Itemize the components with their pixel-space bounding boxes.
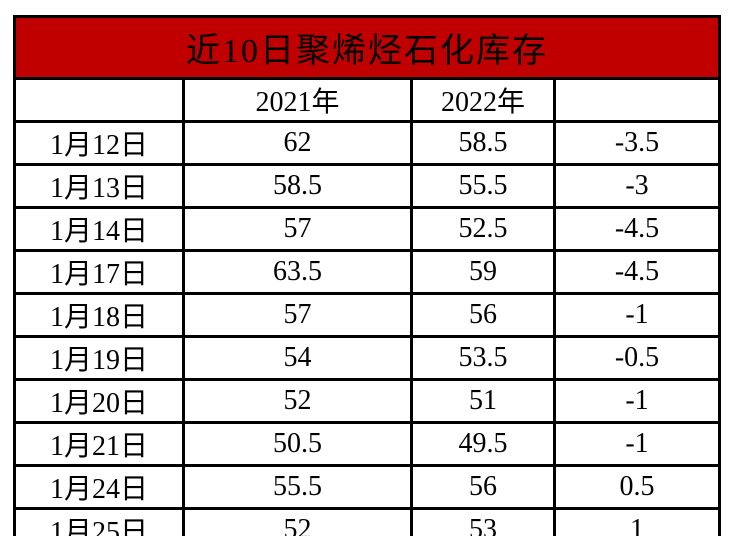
value-2021-cell: 54	[182, 335, 413, 381]
change-cell: -1	[553, 378, 721, 424]
table-row: 1月24日 55.5 56 0.5	[13, 464, 721, 510]
col-header-2021: 2021年	[182, 77, 413, 123]
value-2021-cell: 58.5	[182, 163, 413, 209]
value-2021-cell: 57	[182, 292, 413, 338]
value-2021-cell: 62	[182, 120, 413, 166]
value-2022-cell: 58.5	[410, 120, 556, 166]
value-2021-cell: 50.5	[182, 421, 413, 467]
date-cell: 1月21日	[13, 421, 185, 467]
col-header-2022: 2022年	[410, 77, 556, 123]
table-row: 1月20日 52 51 -1	[13, 378, 721, 424]
table-title: 近10日聚烯烃石化库存	[13, 15, 721, 80]
table-row: 1月14日 57 52.5 -4.5	[13, 206, 721, 252]
inventory-table: 近10日聚烯烃石化库存 2021年 2022年 1月12日 62 58.5 -3…	[13, 15, 721, 536]
value-2021-cell: 52	[182, 378, 413, 424]
change-cell: 0.5	[553, 464, 721, 510]
table-row: 1月18日 57 56 -1	[13, 292, 721, 338]
corner-cell-right	[553, 77, 721, 123]
table-row: 1月12日 62 58.5 -3.5	[13, 120, 721, 166]
value-2021-cell: 57	[182, 206, 413, 252]
date-cell: 1月25日	[13, 507, 185, 536]
table-body: 1月12日 62 58.5 -3.5 1月13日 58.5 55.5 -3 1月…	[13, 120, 721, 536]
title-row: 近10日聚烯烃石化库存	[13, 15, 721, 80]
date-cell: 1月12日	[13, 120, 185, 166]
value-2022-cell: 59	[410, 249, 556, 295]
value-2022-cell: 51	[410, 378, 556, 424]
value-2022-cell: 52.5	[410, 206, 556, 252]
date-cell: 1月20日	[13, 378, 185, 424]
date-cell: 1月24日	[13, 464, 185, 510]
change-cell: -1	[553, 292, 721, 338]
date-cell: 1月19日	[13, 335, 185, 381]
change-cell: 1	[553, 507, 721, 536]
value-2021-cell: 55.5	[182, 464, 413, 510]
value-2022-cell: 53	[410, 507, 556, 536]
change-cell: -0.5	[553, 335, 721, 381]
corner-cell-left	[13, 77, 185, 123]
value-2022-cell: 49.5	[410, 421, 556, 467]
change-cell: -4.5	[553, 249, 721, 295]
value-2022-cell: 56	[410, 292, 556, 338]
table-row: 1月13日 58.5 55.5 -3	[13, 163, 721, 209]
value-2022-cell: 53.5	[410, 335, 556, 381]
change-cell: -4.5	[553, 206, 721, 252]
value-2021-cell: 52	[182, 507, 413, 536]
change-cell: -1	[553, 421, 721, 467]
value-2022-cell: 55.5	[410, 163, 556, 209]
date-cell: 1月14日	[13, 206, 185, 252]
change-cell: -3	[553, 163, 721, 209]
value-2021-cell: 63.5	[182, 249, 413, 295]
date-cell: 1月18日	[13, 292, 185, 338]
table-row: 1月17日 63.5 59 -4.5	[13, 249, 721, 295]
table-row: 1月21日 50.5 49.5 -1	[13, 421, 721, 467]
date-cell: 1月17日	[13, 249, 185, 295]
change-cell: -3.5	[553, 120, 721, 166]
date-cell: 1月13日	[13, 163, 185, 209]
year-header-row: 2021年 2022年	[13, 77, 721, 123]
table-row: 1月19日 54 53.5 -0.5	[13, 335, 721, 381]
value-2022-cell: 56	[410, 464, 556, 510]
table-row: 1月25日 52 53 1	[13, 507, 721, 536]
